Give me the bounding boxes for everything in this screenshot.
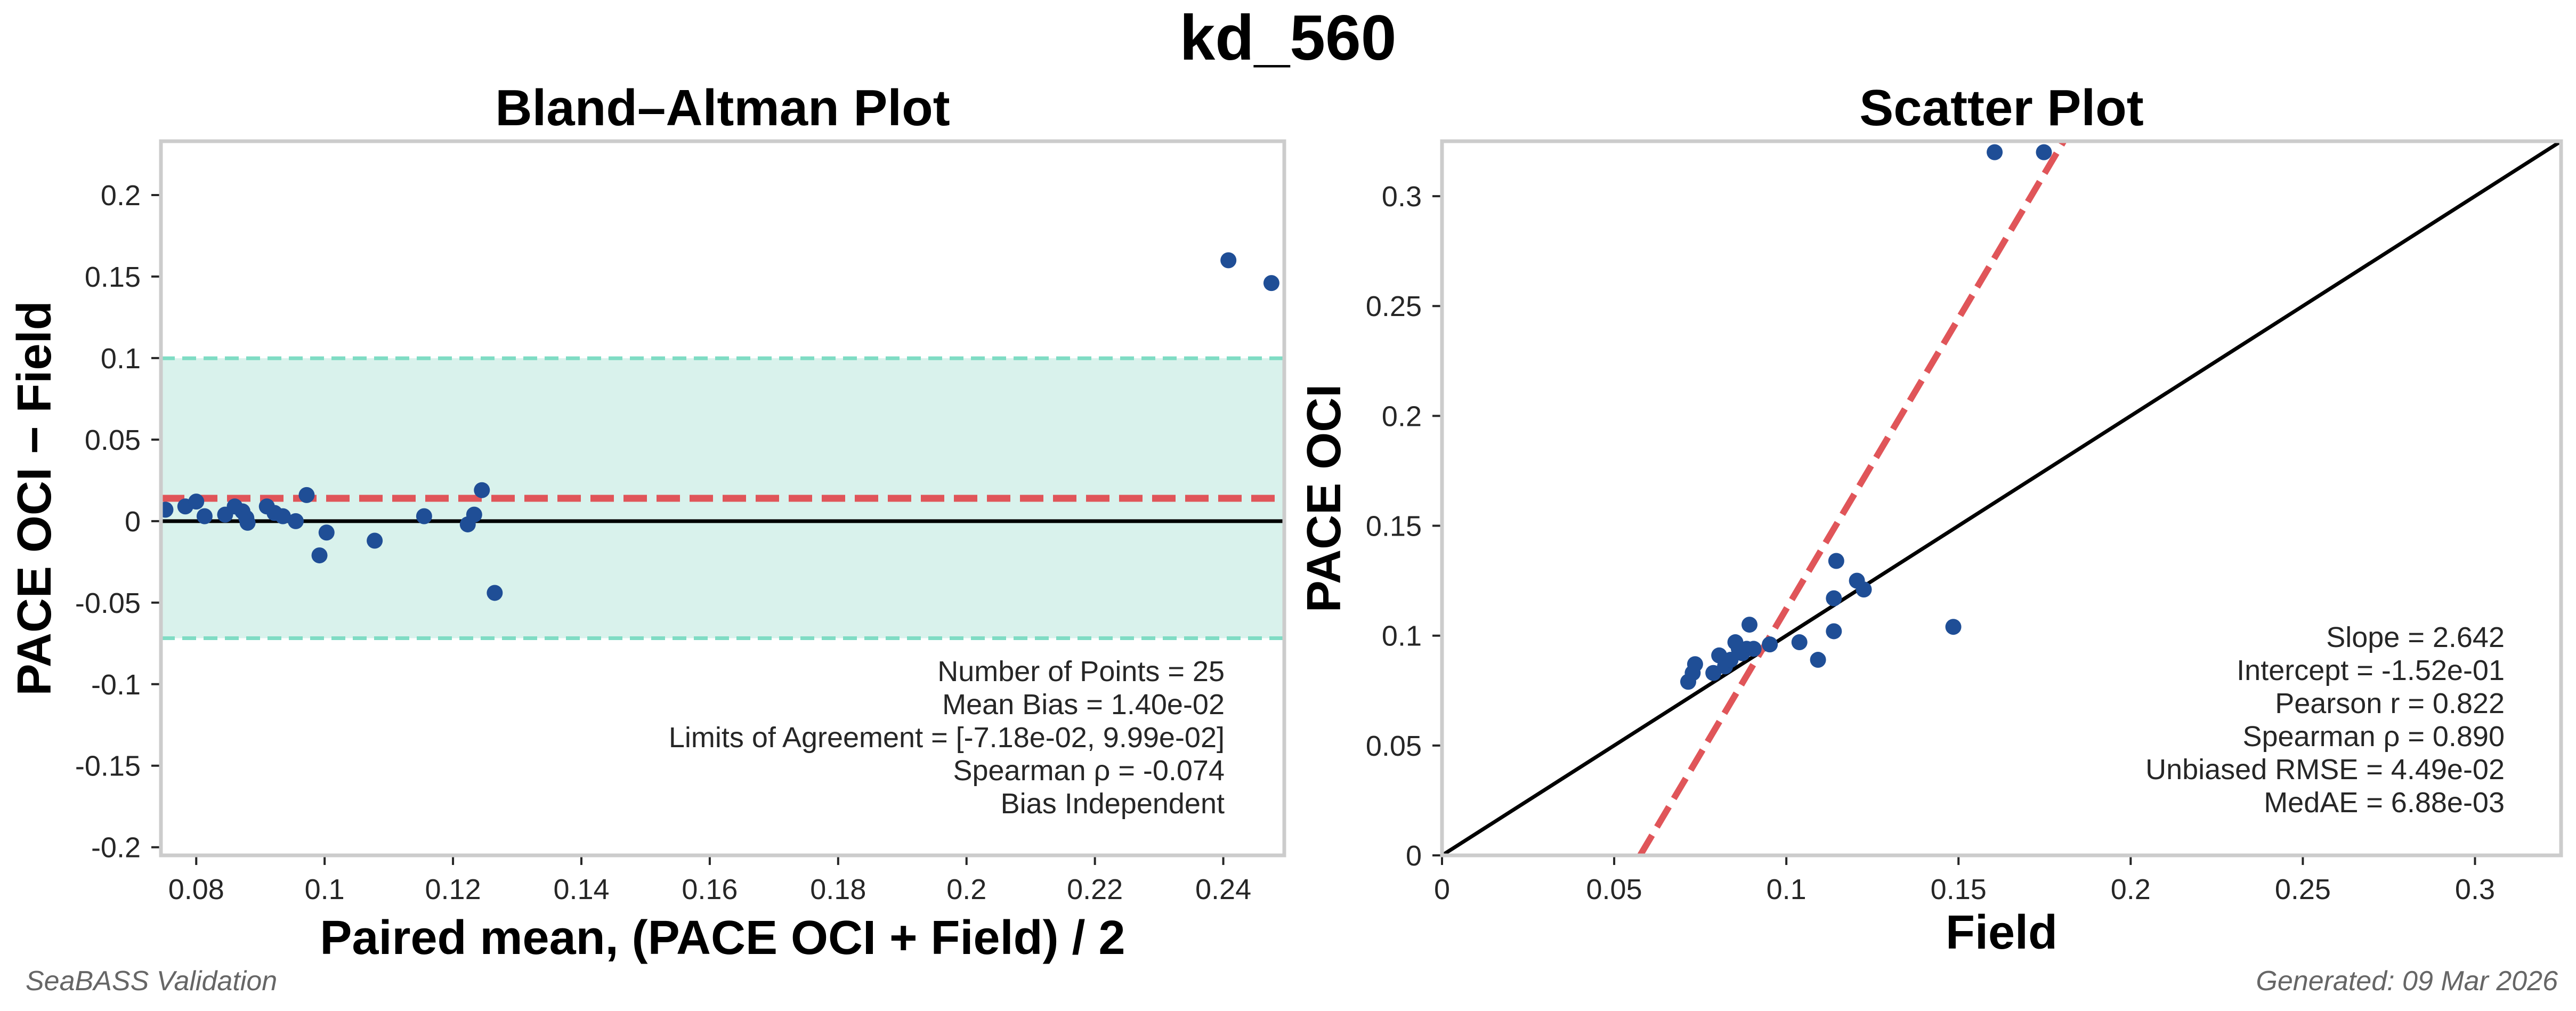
stats-line: Number of Points = 25 bbox=[937, 656, 1225, 688]
data-point bbox=[474, 482, 490, 498]
bland-altman-plot-area bbox=[161, 252, 1284, 640]
sc-xtick-label: 0 bbox=[1434, 873, 1450, 905]
ba-ytick-label: -0.2 bbox=[91, 832, 141, 864]
ba-xtick-label: 0.2 bbox=[946, 873, 986, 905]
ba-xtick-label: 0.1 bbox=[305, 873, 345, 905]
data-point bbox=[1987, 144, 2003, 160]
data-point bbox=[1826, 623, 1842, 640]
footer-source: SeaBASS Validation bbox=[26, 966, 277, 997]
data-point bbox=[1810, 652, 1826, 668]
data-point bbox=[196, 508, 213, 524]
stats-line: Unbiased RMSE = 4.49e-02 bbox=[2145, 754, 2505, 786]
footer-generated: Generated: 09 Mar 2026 bbox=[2256, 966, 2558, 997]
data-point bbox=[311, 547, 328, 564]
stats-line: Spearman ρ = 0.890 bbox=[2242, 721, 2505, 753]
sc-ytick-label: 0 bbox=[1406, 840, 1422, 872]
ba-xtick-label: 0.16 bbox=[682, 873, 738, 905]
regression-line bbox=[1637, 141, 2067, 855]
bland-altman-xlabel: Paired mean, (PACE OCI + Field) / 2 bbox=[320, 911, 1125, 965]
data-point bbox=[287, 513, 304, 529]
sc-ytick-label: 0.1 bbox=[1382, 620, 1422, 652]
bland-altman-panel: Bland–Altman Plot 0.08 0.1 0.12 0.14 0.16 0.1… bbox=[8, 79, 1286, 965]
data-point bbox=[1722, 652, 1739, 668]
stats-line: Mean Bias = 1.40e-02 bbox=[942, 689, 1225, 721]
ba-xtick-label: 0.18 bbox=[810, 873, 866, 905]
ba-ytick-label: -0.05 bbox=[75, 587, 141, 619]
data-point bbox=[1762, 636, 1778, 653]
data-point bbox=[1945, 619, 1962, 635]
data-point bbox=[1741, 617, 1758, 633]
ba-ytick-label: 0.05 bbox=[85, 424, 141, 456]
data-point bbox=[1828, 553, 1844, 569]
scatter-ylabel: PACE OCI bbox=[1298, 384, 1351, 612]
data-point bbox=[1856, 581, 1872, 598]
ba-xtick-label: 0.22 bbox=[1067, 873, 1123, 905]
ba-ytick-label: 0.15 bbox=[85, 261, 141, 293]
sc-xtick-label: 0.25 bbox=[2275, 873, 2331, 905]
scatter-plot-area bbox=[1442, 141, 2561, 855]
sc-ytick-label: 0.2 bbox=[1382, 400, 1422, 432]
bland-altman-ylabel: PACE OCI − Field bbox=[8, 301, 61, 696]
stats-line: Slope = 2.642 bbox=[2326, 621, 2505, 653]
sc-xtick-label: 0.2 bbox=[2111, 873, 2151, 905]
data-point bbox=[1705, 665, 1722, 681]
stats-line: Pearson r = 0.822 bbox=[2275, 688, 2505, 719]
sc-xtick-label: 0.05 bbox=[1586, 873, 1642, 905]
ba-xtick-label: 0.12 bbox=[425, 873, 481, 905]
data-point bbox=[188, 494, 205, 510]
stats-line: MedAE = 6.88e-03 bbox=[2264, 787, 2505, 819]
sc-ytick-label: 0.05 bbox=[1366, 730, 1422, 762]
data-point bbox=[1791, 634, 1808, 651]
stats-line: Limits of Agreement = [-7.18e-02, 9.99e-… bbox=[669, 722, 1225, 754]
ba-ytick-label: 0.1 bbox=[101, 343, 141, 375]
sc-ytick-label: 0.25 bbox=[1366, 290, 1422, 322]
data-point bbox=[1826, 590, 1842, 606]
ba-xtick-label: 0.08 bbox=[168, 873, 224, 905]
data-point bbox=[1687, 656, 1703, 673]
scatter-xlabel: Field bbox=[1946, 906, 2057, 959]
data-point bbox=[2036, 144, 2052, 160]
sc-ytick-label: 0.3 bbox=[1382, 181, 1422, 213]
one-to-one-line bbox=[1442, 141, 2561, 855]
sc-xtick-label: 0.3 bbox=[2455, 873, 2495, 905]
sc-ytick-label: 0.15 bbox=[1366, 511, 1422, 543]
data-point bbox=[274, 508, 291, 524]
bland-altman-frame bbox=[159, 139, 1286, 858]
data-point bbox=[466, 506, 482, 523]
data-point bbox=[298, 487, 315, 503]
scatter-panel: Scatter Plot 0 0.05 0.1 0.15 0.2 0.25 0.3 0 0.05… bbox=[1298, 79, 2563, 959]
scatter-axes: 0 0.05 0.1 0.15 0.2 0.25 0.3 0 0.05 0.1 0.15 0.2 0.2… bbox=[1366, 181, 2495, 905]
data-point bbox=[161, 502, 174, 518]
bland-altman-axes: 0.08 0.1 0.12 0.14 0.16 0.18 0.2 0.22 0.24 -0.2 -0… bbox=[75, 180, 1251, 905]
scatter-frame bbox=[1440, 139, 2563, 858]
ba-ytick-label: 0 bbox=[125, 506, 141, 538]
stats-line: Bias Independent bbox=[1001, 788, 1225, 820]
data-point bbox=[416, 508, 432, 524]
sc-xtick-label: 0.15 bbox=[1931, 873, 1987, 905]
ba-xtick-label: 0.24 bbox=[1195, 873, 1251, 905]
ba-ytick-label: 0.2 bbox=[101, 180, 141, 212]
figure-title: kd_560 bbox=[1180, 2, 1397, 74]
ba-xtick-label: 0.14 bbox=[553, 873, 609, 905]
stats-line: Intercept = -1.52e-01 bbox=[2237, 654, 2505, 686]
ba-ytick-label: -0.1 bbox=[91, 669, 141, 701]
data-point bbox=[239, 514, 256, 531]
data-point bbox=[1745, 641, 1762, 657]
stats-line: Spearman ρ = -0.074 bbox=[953, 755, 1225, 787]
sc-xtick-label: 0.1 bbox=[1767, 873, 1807, 905]
data-point bbox=[367, 532, 383, 549]
data-point bbox=[1220, 252, 1237, 269]
data-point bbox=[318, 524, 335, 541]
data-point bbox=[487, 585, 503, 601]
scatter-title: Scatter Plot bbox=[1859, 79, 2143, 136]
ba-ytick-label: -0.15 bbox=[75, 750, 141, 782]
data-point bbox=[1263, 275, 1279, 292]
bland-altman-title: Bland–Altman Plot bbox=[495, 79, 950, 136]
